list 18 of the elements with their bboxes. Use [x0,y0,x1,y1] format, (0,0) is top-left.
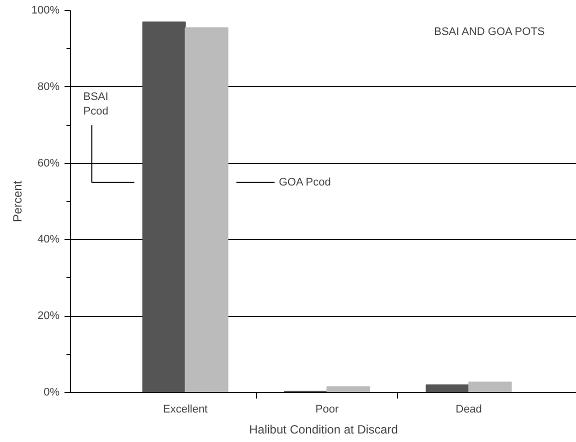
y-tick-label: 20% [37,310,60,322]
y-tick-label: 100% [31,4,60,16]
bar [184,27,228,392]
x-axis-title: Halibut Condition at Discard [249,422,398,436]
annotation: BSAI AND GOA POTS [434,26,545,38]
bar [468,382,512,392]
x-tick-label: Poor [315,404,339,416]
y-tick-label: 0% [44,386,60,398]
y-axis-title: Percent [10,180,24,222]
x-tick-label: Excellent [162,404,208,416]
text: GOA Pcod [278,176,331,188]
x-tick-label: Dead [456,404,482,416]
y-tick-label: 40% [37,234,60,246]
y-tick-label: 80% [37,80,60,93]
bar [142,21,186,392]
y-tick-label: 60% [37,157,60,170]
text: BSAI Pcod [83,91,108,118]
bar [426,384,470,392]
